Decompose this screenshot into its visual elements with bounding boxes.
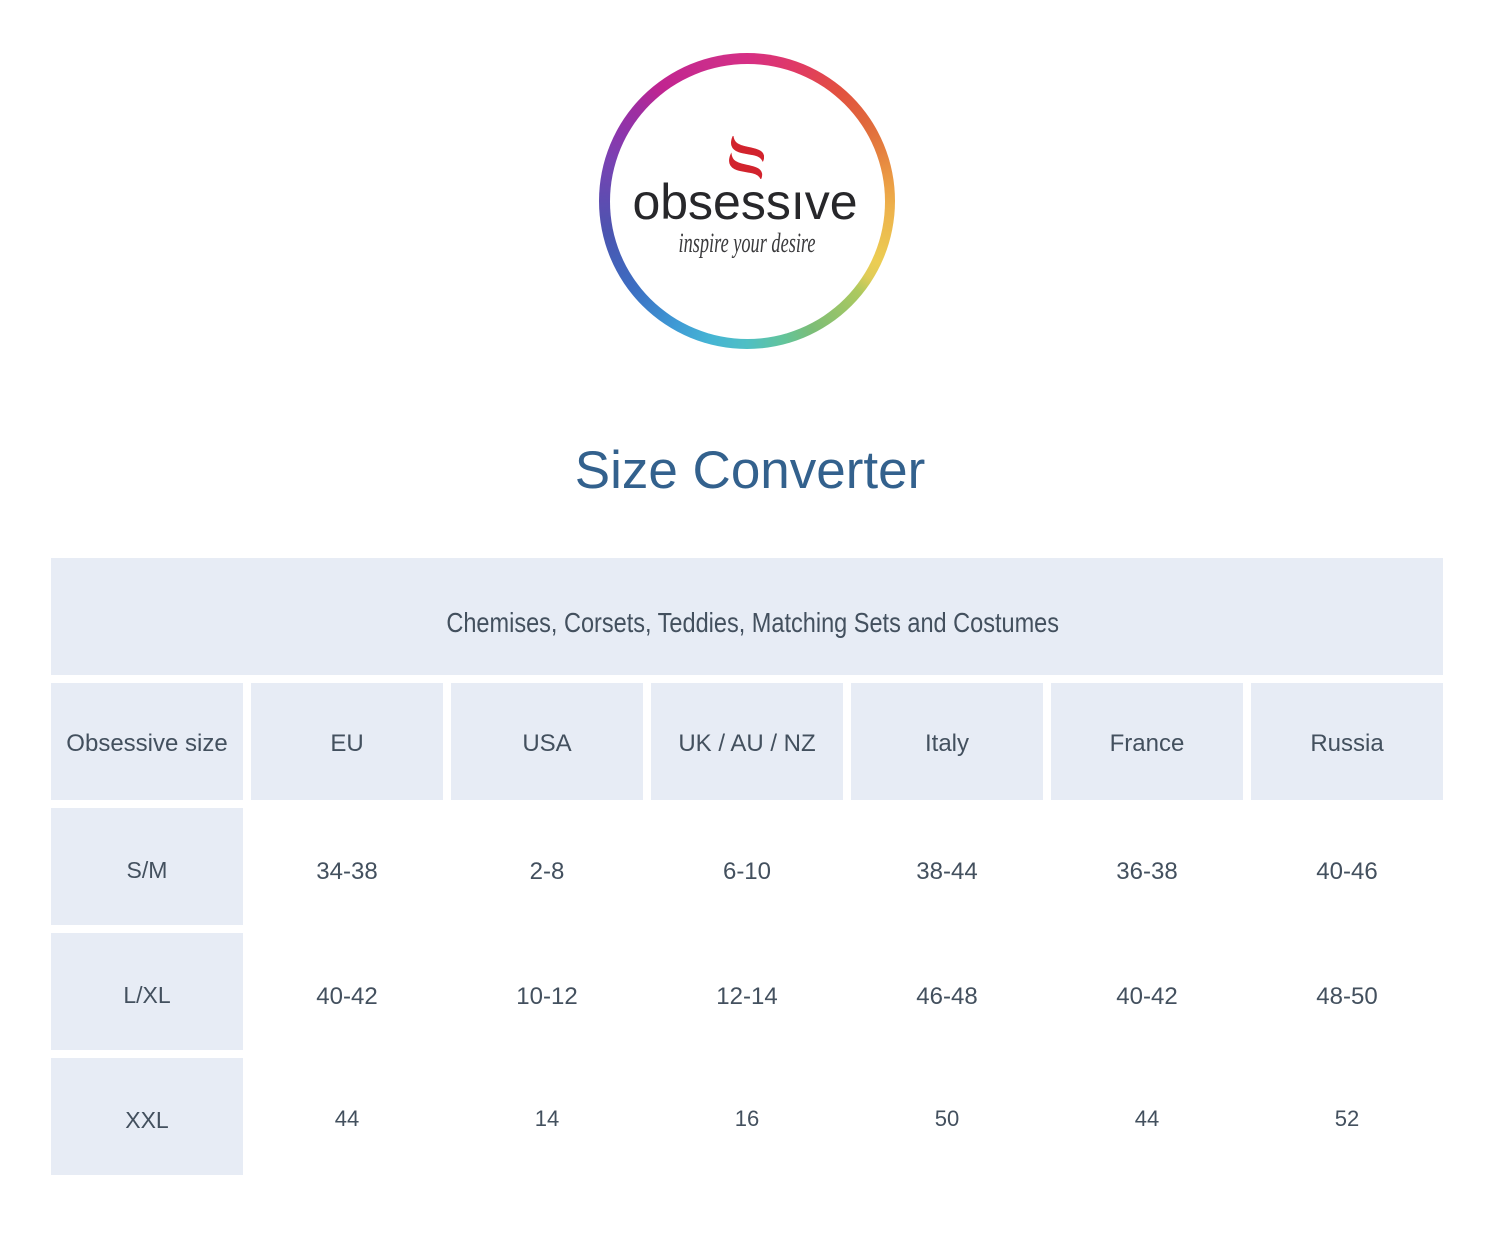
svg-text:inspire your desire: inspire your desire bbox=[679, 228, 816, 259]
